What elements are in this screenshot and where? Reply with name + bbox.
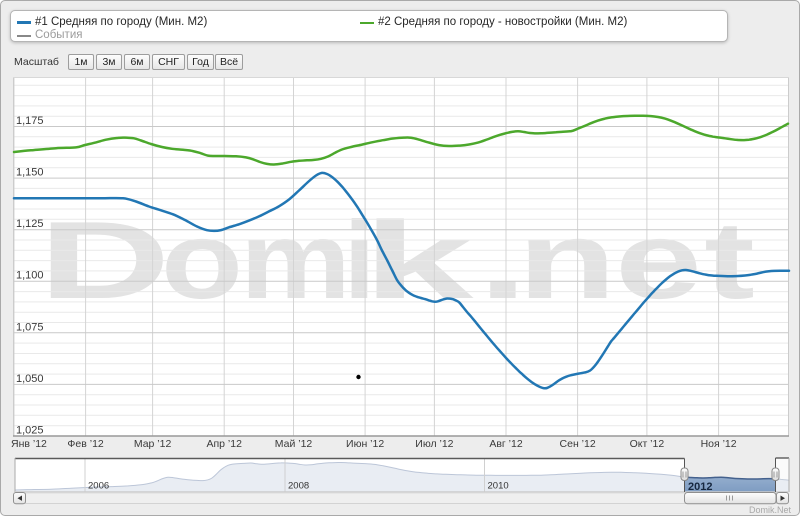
svg-text:Апр ’12: Апр ’12: [206, 438, 242, 450]
svg-text:2010: 2010: [488, 481, 509, 492]
svg-text:Янв ’12: Янв ’12: [11, 438, 47, 450]
svg-text:Фев ’12: Фев ’12: [67, 438, 103, 450]
svg-text:1,050: 1,050: [16, 373, 44, 385]
svg-text:.: .: [478, 198, 528, 322]
svg-text:1,175: 1,175: [16, 115, 44, 127]
svg-text:1,025: 1,025: [16, 425, 44, 437]
svg-text:2006: 2006: [88, 481, 109, 492]
svg-text:o: o: [161, 198, 243, 321]
svg-text:Ноя ’12: Ноя ’12: [701, 438, 737, 450]
svg-text:2012: 2012: [688, 481, 712, 493]
svg-text:1,125: 1,125: [16, 218, 44, 230]
svg-text:1,100: 1,100: [16, 270, 44, 282]
svg-text:Окт ’12: Окт ’12: [630, 438, 665, 450]
svg-text:Июн ’12: Июн ’12: [346, 438, 384, 450]
svg-text:Июл ’12: Июл ’12: [415, 438, 453, 450]
svg-text:2008: 2008: [288, 481, 309, 492]
svg-text:1,150: 1,150: [16, 167, 44, 179]
svg-text:Сен ’12: Сен ’12: [560, 438, 596, 450]
svg-text:Авг ’12: Авг ’12: [489, 438, 523, 450]
svg-text:Май ’12: Май ’12: [275, 438, 313, 450]
svg-text:Мар ’12: Мар ’12: [134, 438, 172, 450]
svg-text:1,075: 1,075: [16, 321, 44, 333]
svg-text:D: D: [39, 199, 171, 322]
